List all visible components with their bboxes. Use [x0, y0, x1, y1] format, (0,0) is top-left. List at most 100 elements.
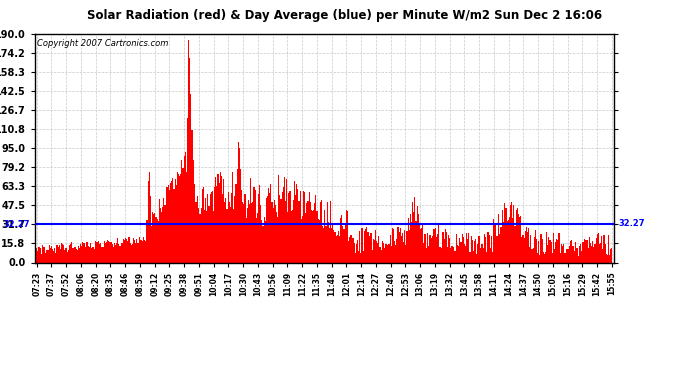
- Bar: [161, 211, 162, 262]
- Bar: [230, 207, 231, 262]
- Bar: [37, 251, 39, 262]
- Bar: [395, 245, 396, 262]
- Bar: [381, 250, 382, 262]
- Bar: [296, 183, 297, 262]
- Bar: [490, 248, 491, 262]
- Bar: [282, 192, 283, 262]
- Bar: [162, 207, 164, 262]
- Bar: [69, 245, 70, 262]
- Bar: [181, 160, 182, 262]
- Bar: [180, 174, 181, 262]
- Bar: [277, 217, 278, 262]
- Bar: [456, 234, 457, 262]
- Bar: [292, 210, 293, 262]
- Bar: [197, 196, 198, 262]
- Bar: [208, 206, 210, 262]
- Bar: [146, 220, 148, 262]
- Bar: [546, 232, 547, 262]
- Bar: [435, 237, 437, 262]
- Bar: [339, 236, 340, 262]
- Bar: [71, 242, 72, 262]
- Bar: [235, 184, 237, 262]
- Bar: [151, 226, 152, 262]
- Bar: [401, 236, 402, 262]
- Bar: [257, 213, 258, 262]
- Bar: [70, 244, 71, 262]
- Bar: [473, 251, 474, 262]
- Bar: [45, 253, 46, 262]
- Bar: [351, 236, 353, 262]
- Bar: [153, 214, 155, 262]
- Bar: [314, 202, 315, 262]
- Bar: [315, 195, 317, 262]
- Bar: [528, 228, 529, 262]
- Text: Solar Radiation (red) & Day Average (blue) per Minute W/m2 Sun Dec 2 16:06: Solar Radiation (red) & Day Average (blu…: [88, 9, 602, 22]
- Bar: [275, 205, 276, 262]
- Bar: [560, 253, 561, 262]
- Bar: [100, 243, 101, 262]
- Bar: [446, 232, 447, 262]
- Bar: [193, 160, 194, 262]
- Bar: [597, 234, 598, 262]
- Bar: [51, 246, 52, 262]
- Bar: [319, 202, 321, 262]
- Bar: [286, 179, 287, 262]
- Bar: [166, 187, 167, 262]
- Bar: [493, 219, 494, 262]
- Bar: [542, 252, 544, 262]
- Bar: [445, 229, 446, 262]
- Bar: [404, 230, 405, 262]
- Bar: [199, 214, 201, 262]
- Bar: [288, 193, 289, 262]
- Bar: [601, 236, 602, 262]
- Bar: [396, 239, 397, 262]
- Bar: [355, 253, 356, 262]
- Bar: [573, 246, 574, 262]
- Bar: [454, 251, 455, 262]
- Bar: [488, 232, 489, 262]
- Bar: [216, 186, 217, 262]
- Bar: [595, 238, 597, 262]
- Bar: [412, 202, 413, 262]
- Bar: [451, 246, 453, 262]
- Bar: [394, 241, 395, 262]
- Bar: [233, 209, 235, 262]
- Bar: [274, 200, 275, 262]
- Bar: [481, 244, 482, 262]
- Bar: [133, 238, 134, 262]
- Bar: [338, 231, 339, 262]
- Bar: [324, 210, 326, 262]
- Bar: [438, 225, 439, 262]
- Bar: [466, 233, 467, 262]
- Bar: [442, 232, 444, 262]
- Bar: [555, 242, 556, 262]
- Bar: [518, 214, 519, 262]
- Bar: [73, 248, 75, 262]
- Bar: [258, 194, 259, 262]
- Bar: [253, 187, 255, 262]
- Bar: [540, 234, 542, 262]
- Bar: [388, 244, 390, 262]
- Bar: [448, 235, 449, 262]
- Bar: [242, 202, 244, 262]
- Bar: [553, 232, 554, 262]
- Bar: [330, 201, 331, 262]
- Bar: [152, 212, 153, 262]
- Bar: [323, 228, 324, 262]
- Bar: [592, 241, 593, 262]
- Bar: [346, 210, 347, 262]
- Bar: [447, 247, 448, 262]
- Bar: [179, 176, 180, 262]
- Bar: [99, 244, 100, 262]
- Bar: [155, 217, 157, 262]
- Bar: [66, 252, 68, 262]
- Bar: [157, 219, 158, 262]
- Bar: [402, 233, 403, 262]
- Bar: [387, 245, 388, 262]
- Bar: [104, 242, 105, 262]
- Bar: [474, 242, 475, 262]
- Bar: [449, 237, 451, 262]
- Bar: [280, 199, 282, 262]
- Bar: [340, 217, 341, 262]
- Bar: [464, 244, 465, 262]
